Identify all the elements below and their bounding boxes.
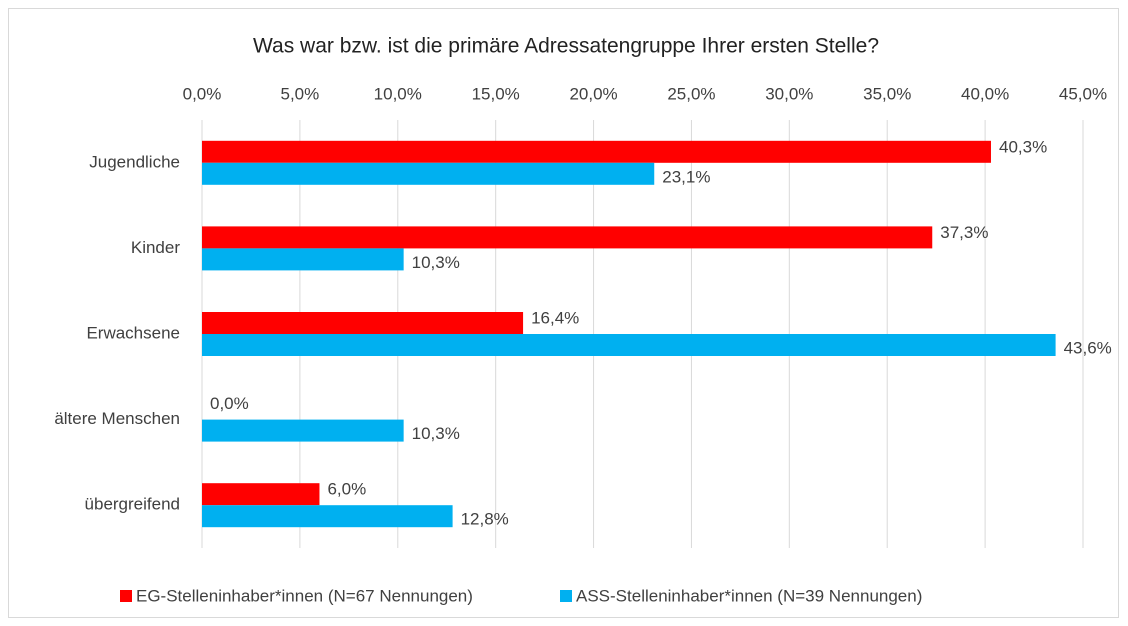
chart-title: Was war bzw. ist die primäre Adressateng… bbox=[253, 35, 879, 58]
y-tick-label: Erwachsene bbox=[86, 323, 180, 342]
x-tick-label: 15,0% bbox=[472, 84, 520, 103]
x-tick-label: 5,0% bbox=[281, 84, 320, 103]
bar bbox=[202, 312, 524, 334]
legend-label: EG-Stelleninhaber*innen (N=67 Nennungen) bbox=[136, 586, 473, 605]
data-label: 12,8% bbox=[461, 510, 509, 529]
data-label: 16,4% bbox=[531, 308, 579, 327]
data-label: 37,3% bbox=[940, 223, 988, 242]
data-label: 43,6% bbox=[1064, 338, 1112, 357]
data-label: 10,3% bbox=[412, 424, 460, 443]
data-label: 6,0% bbox=[327, 480, 366, 499]
data-label: 0,0% bbox=[210, 394, 249, 413]
bar bbox=[202, 419, 404, 442]
chart-border bbox=[8, 8, 1119, 618]
y-tick-label: ältere Menschen bbox=[54, 409, 180, 428]
x-tick-label: 40,0% bbox=[961, 84, 1009, 103]
bar bbox=[202, 162, 655, 185]
y-tick-label: Jugendliche bbox=[89, 152, 180, 171]
y-tick-label: Kinder bbox=[131, 238, 180, 257]
bar bbox=[202, 483, 320, 506]
legend-label: ASS-Stelleninhaber*innen (N=39 Nennungen… bbox=[576, 586, 922, 605]
x-tick-label: 25,0% bbox=[667, 84, 715, 103]
x-tick-label: 20,0% bbox=[569, 84, 617, 103]
x-tick-label: 45,0% bbox=[1059, 84, 1107, 103]
x-tick-label: 35,0% bbox=[863, 84, 911, 103]
bar bbox=[202, 140, 991, 163]
data-label: 10,3% bbox=[412, 253, 460, 272]
data-label: 23,1% bbox=[662, 167, 710, 186]
bar bbox=[202, 248, 404, 271]
x-tick-label: 10,0% bbox=[374, 84, 422, 103]
bar bbox=[202, 334, 1056, 356]
data-label: 40,3% bbox=[999, 137, 1047, 156]
bar bbox=[202, 505, 453, 528]
x-tick-label: 30,0% bbox=[765, 84, 813, 103]
legend-swatch bbox=[560, 590, 572, 602]
bar bbox=[202, 226, 933, 249]
x-tick-label: 0,0% bbox=[183, 84, 222, 103]
legend-swatch bbox=[120, 590, 132, 602]
y-tick-label: übergreifend bbox=[85, 495, 180, 514]
